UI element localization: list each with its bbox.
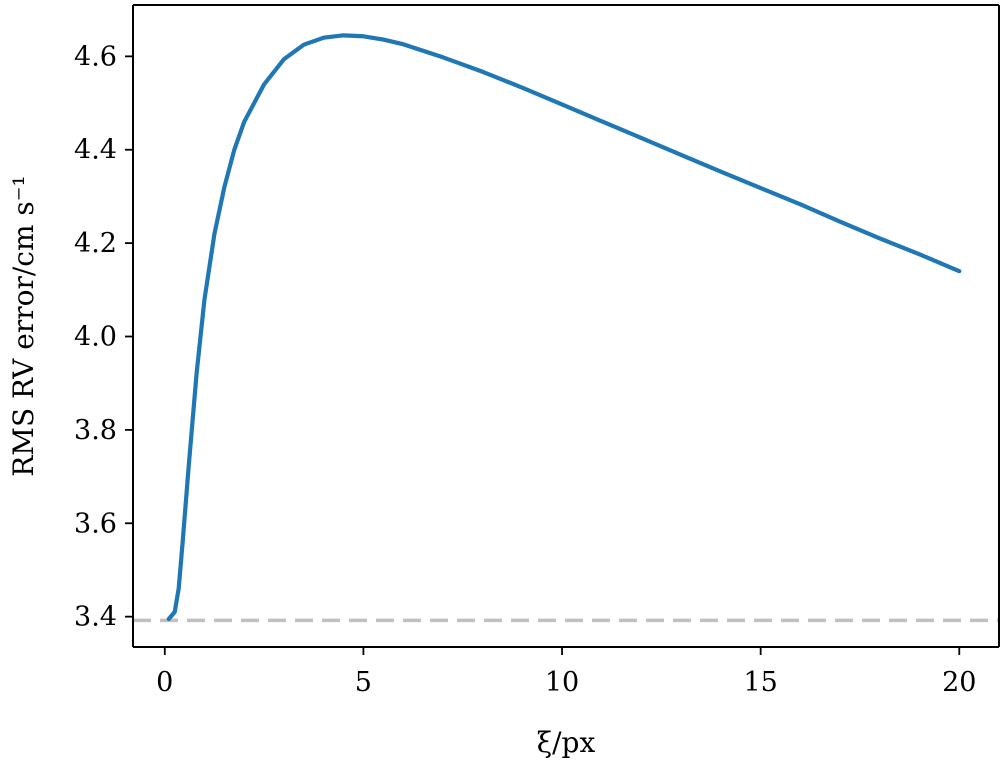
y-axis-ticks: 3.4 3.6 3.8 4.0 4.2 4.4 4.6 [74, 41, 133, 633]
y-tick-label: 4.4 [74, 135, 117, 166]
y-tick-label: 4.6 [74, 41, 117, 72]
y-tick-label: 4.0 [74, 322, 117, 353]
x-axis-label: ξ/px [537, 726, 596, 759]
y-tick-label: 3.6 [74, 508, 117, 539]
plot-area [133, 33, 999, 623]
y-tick-label: 4.2 [74, 228, 117, 259]
series-line-0 [166, 33, 962, 622]
x-tick-label: 5 [355, 667, 372, 698]
y-tick-label: 3.4 [74, 602, 117, 633]
y-tick-label: 3.8 [74, 415, 117, 446]
x-axis-ticks: 0 5 10 15 20 [156, 647, 976, 698]
x-tick-label: 10 [545, 667, 579, 698]
x-tick-label: 20 [942, 667, 976, 698]
x-tick-label: 15 [743, 667, 777, 698]
y-axis-label: RMS RV error/cm s⁻¹ [7, 175, 40, 477]
x-tick-label: 0 [156, 667, 173, 698]
